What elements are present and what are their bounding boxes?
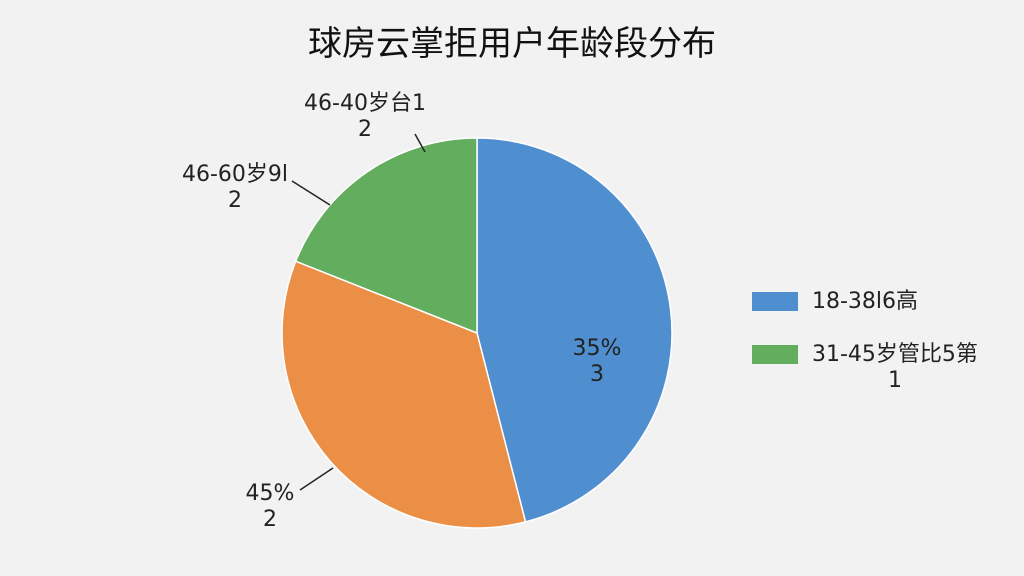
pie-slice: [294, 137, 478, 335]
legend-swatch: [752, 292, 798, 311]
legend-label: 31-45岁管比5第 1: [812, 342, 978, 393]
leader-line: [414, 133, 426, 153]
chart-title: 球房云掌拒用户年龄段分布: [308, 24, 716, 64]
leader-line: [299, 467, 334, 491]
pie-slice: [281, 260, 527, 529]
slice-label: 35% 3: [572, 336, 622, 387]
slice-label: 46-40岁台1 2: [304, 91, 426, 142]
legend-swatch: [752, 345, 798, 364]
legend-label: 18-38l6高: [812, 289, 919, 314]
leader-line: [291, 180, 331, 206]
slice-label: 45% 2: [245, 481, 295, 532]
slice-label: 46-60岁9l 2: [181, 162, 289, 213]
pie-slice: [476, 137, 673, 523]
